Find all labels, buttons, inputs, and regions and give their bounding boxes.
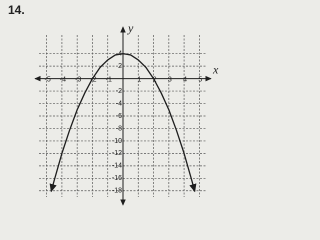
y-tick-label: -8 xyxy=(116,125,122,132)
x-tick-label: -5 xyxy=(45,76,51,83)
x-tick-label: 3 xyxy=(168,76,172,83)
y-tick-label: -6 xyxy=(116,113,122,120)
y-tick-label: -10 xyxy=(112,138,122,145)
y-tick-label: -4 xyxy=(116,100,122,107)
x-tick-label: -3 xyxy=(75,76,81,83)
page: 14. x y -5 -4 -3 -2 -1 1 2 3 4 5 4 2 -2 -4 -6 -8 -10 -12 -14… xyxy=(0,0,283,209)
x-tick-label: -2 xyxy=(90,76,96,83)
x-tick-label: 1 xyxy=(137,76,141,83)
background xyxy=(0,0,283,209)
y-tick-label: 2 xyxy=(118,63,122,70)
y-tick-label: -12 xyxy=(112,150,122,157)
y-tick-label: -18 xyxy=(112,188,122,195)
x-axis-label: x xyxy=(212,62,219,76)
x-tick-label: -4 xyxy=(60,76,66,83)
chart: 14. xy-5 -4 -3 -2 -1 1 2 3 4 542-2-4-6-8-10-12-14… xyxy=(0,0,283,209)
x-tick-label: 4 xyxy=(183,76,187,83)
y-axis-label: y xyxy=(127,21,134,35)
problem-number: 14. xyxy=(8,3,25,17)
x-tick-label: -1 xyxy=(106,76,112,83)
curve xyxy=(49,53,197,193)
y-tick-label: -2 xyxy=(116,88,122,95)
y-tick-label: -14 xyxy=(112,163,122,170)
y-tick-label: -16 xyxy=(112,175,122,182)
x-tick-label: 5 xyxy=(198,76,202,83)
